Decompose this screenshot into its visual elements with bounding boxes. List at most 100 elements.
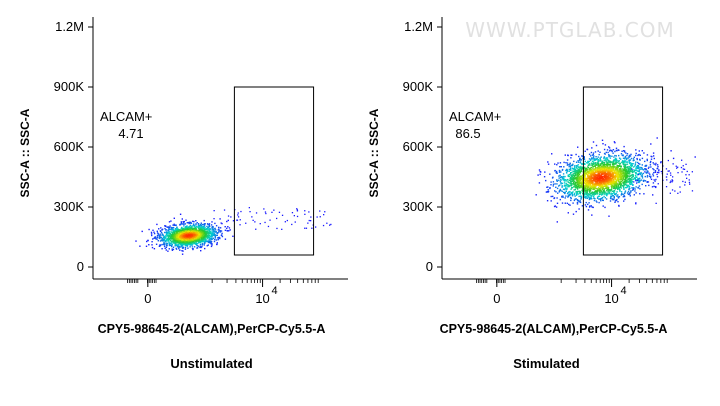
event-dot xyxy=(186,222,188,224)
event-dot xyxy=(552,181,555,183)
event-dot xyxy=(568,175,570,178)
event-dot xyxy=(195,232,197,234)
event-dot xyxy=(168,241,170,243)
event-dot xyxy=(232,235,234,237)
event-dot xyxy=(622,177,624,179)
event-dot xyxy=(191,240,193,243)
event-dot xyxy=(591,177,594,180)
event-dot xyxy=(175,243,177,246)
event-dot xyxy=(575,171,577,174)
event-dot xyxy=(207,244,209,246)
event-dot xyxy=(549,187,551,190)
event-dot xyxy=(635,202,637,204)
event-dot xyxy=(201,227,203,229)
event-dot xyxy=(181,227,183,229)
event-dot xyxy=(571,180,573,182)
event-dot xyxy=(165,229,167,231)
event-dot xyxy=(602,166,605,168)
event-dot xyxy=(179,236,181,238)
event-dot xyxy=(600,172,602,174)
event-dot xyxy=(167,232,170,234)
event-dot xyxy=(574,169,576,171)
event-dot xyxy=(654,164,657,166)
event-dot xyxy=(617,197,620,199)
event-dot xyxy=(619,181,621,183)
event-dot xyxy=(192,233,194,235)
event-dot xyxy=(589,194,592,196)
event-dot xyxy=(629,192,631,194)
event-dot xyxy=(615,149,618,152)
x-axis-label: CPY5-98645-2(ALCAM),PerCP-Cy5.5-A xyxy=(98,322,326,336)
event-dot xyxy=(608,170,611,173)
gate-label: ALCAM+ xyxy=(449,109,501,124)
event-dot xyxy=(185,230,187,233)
event-dot xyxy=(638,170,640,172)
event-dot xyxy=(577,168,579,170)
event-dot xyxy=(236,219,239,221)
event-dot xyxy=(574,185,576,187)
event-dot xyxy=(591,175,593,177)
event-dot xyxy=(608,154,610,156)
event-dot xyxy=(165,246,168,249)
event-dot xyxy=(612,149,615,151)
event-dot xyxy=(170,242,172,244)
event-dot xyxy=(577,200,580,202)
event-dot xyxy=(141,230,143,233)
event-dot xyxy=(579,192,581,194)
event-dot xyxy=(168,239,170,241)
event-dot xyxy=(616,161,618,164)
event-dot xyxy=(591,160,594,162)
event-dot xyxy=(169,239,172,242)
event-dot xyxy=(573,171,576,173)
event-dot xyxy=(638,162,640,165)
event-dot xyxy=(610,193,612,196)
event-dot xyxy=(588,197,591,199)
event-dot xyxy=(579,190,581,193)
event-dot xyxy=(195,220,197,222)
x-tick-label: 0 xyxy=(144,291,151,306)
event-dot xyxy=(641,177,644,179)
event-dot xyxy=(569,168,572,171)
event-dot xyxy=(576,178,578,181)
event-dot xyxy=(200,227,203,229)
event-dot xyxy=(605,151,607,154)
event-dot xyxy=(574,198,576,201)
event-dot xyxy=(566,169,568,171)
event-dot xyxy=(614,187,616,189)
y-tick-label: 1.2M xyxy=(55,19,84,34)
event-dot xyxy=(580,176,582,178)
event-dot xyxy=(221,235,224,238)
event-dot xyxy=(205,238,207,241)
event-dot xyxy=(610,192,612,194)
event-dot xyxy=(200,235,203,237)
event-dot xyxy=(658,170,660,172)
event-dot xyxy=(604,169,606,171)
event-dot xyxy=(187,221,190,224)
event-dot xyxy=(249,211,251,213)
event-dot xyxy=(180,233,182,236)
event-dot xyxy=(564,175,566,178)
watermark: WWW.PTGLAB.COM xyxy=(465,18,675,42)
event-dot xyxy=(636,179,638,181)
event-dot xyxy=(576,179,578,182)
event-dot xyxy=(635,179,637,182)
event-dot xyxy=(182,250,184,252)
event-dot xyxy=(169,234,171,237)
event-dot xyxy=(627,178,630,180)
event-dot xyxy=(623,172,625,175)
event-dot xyxy=(629,174,631,176)
event-dot xyxy=(158,237,161,240)
event-dot xyxy=(691,190,694,192)
event-dot xyxy=(169,228,171,230)
event-dot xyxy=(623,174,625,176)
event-dot xyxy=(677,166,679,168)
event-dot xyxy=(177,244,179,246)
event-dot xyxy=(184,243,186,246)
event-dot xyxy=(635,176,637,178)
event-dot xyxy=(196,226,199,228)
event-dot xyxy=(626,153,629,155)
event-dot xyxy=(189,225,191,227)
event-dot xyxy=(679,186,681,188)
event-dot xyxy=(208,227,210,229)
event-dot xyxy=(620,153,623,155)
